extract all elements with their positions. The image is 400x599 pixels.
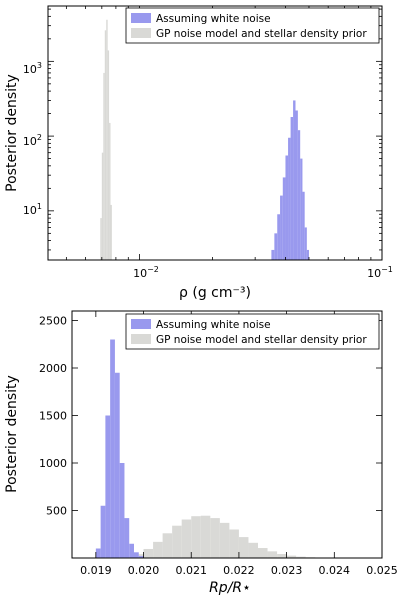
bottom-bar-series0-8 — [134, 552, 139, 558]
bottom-bar-series1-19 — [296, 556, 306, 558]
bottom-xtick-label-4: 0.023 — [271, 564, 303, 577]
bottom-bar-series1-14 — [248, 542, 258, 558]
top-bar-series1-0 — [100, 218, 102, 260]
bottom-ytick-label-1: 1000 — [39, 457, 67, 470]
bottom-bar-series1-9 — [200, 515, 211, 558]
top-legend-swatch-white-noise — [131, 13, 151, 23]
top-xtick-label-1: 10−1 — [367, 265, 393, 280]
bottom-bar-series0-6 — [124, 518, 130, 558]
bottom-y-axis-label: Posterior density — [4, 375, 20, 493]
top-plot-area — [48, 6, 382, 260]
bottom-ytick-label-0: 500 — [46, 505, 67, 518]
bottom-xtick-label-0: 0.019 — [80, 564, 112, 577]
bottom-bar-series0-2 — [105, 415, 111, 558]
top-bar-series0-4 — [282, 177, 286, 260]
bottom-plot-frame — [71, 310, 383, 559]
bottom-xtick-label-6: 0.025 — [366, 564, 398, 577]
bottom-bar-series1-6 — [172, 525, 182, 558]
bottom-xtick-labels: 0.019 0.020 0.021 0.022 0.023 0.024 0.025 — [80, 564, 398, 577]
top-bar-series0-6 — [288, 137, 291, 260]
bottom-legend-label-white-noise: Assuming white noise — [156, 319, 271, 331]
bottom-ytick-labels: 500 1000 1500 2000 2500 — [39, 315, 67, 518]
top-bar-series0-0 — [271, 249, 275, 260]
top-bar-series0-13 — [304, 227, 307, 260]
top-bar-series0-7 — [290, 117, 294, 260]
top-plot-frame — [47, 5, 383, 261]
bottom-bar-series0-7 — [129, 543, 134, 558]
bottom-bar-series0-0 — [95, 548, 101, 558]
top-bar-series0-3 — [280, 195, 283, 260]
bottom-bar-series0-3 — [110, 339, 115, 558]
bottom-bar-series1-4 — [153, 541, 163, 558]
top-bar-series1-2 — [103, 72, 105, 260]
bottom-bar-series1-15 — [258, 548, 268, 558]
bottom-bar-series1-3 — [143, 548, 154, 558]
bottom-x-axis-label: Rp/R⋆ — [209, 580, 251, 596]
top-bar-series0-14 — [306, 249, 309, 260]
bottom-bar-series1-16 — [267, 551, 278, 558]
bottom-bar-series1-13 — [238, 537, 249, 558]
bottom-bar-series0-9 — [138, 556, 144, 558]
top-x-axis-label: ρ (g cm⁻³) — [179, 285, 251, 301]
top-bar-series1-4 — [106, 19, 108, 260]
top-bar-series0-9 — [295, 110, 298, 260]
bottom-bar-series1-5 — [162, 533, 173, 558]
bottom-xtick-label-2: 0.021 — [175, 564, 207, 577]
top-bar-series1-3 — [104, 30, 107, 260]
top-legend: Assuming white noise GP noise model and … — [125, 7, 380, 44]
top-xtick-label-0: 10−2 — [133, 265, 159, 280]
bottom-bar-series1-8 — [191, 516, 201, 558]
bottom-xtick-label-5: 0.024 — [319, 564, 351, 577]
bottom-bar-series0-4 — [114, 372, 120, 558]
top-ytick-label-2: 103 — [23, 61, 42, 76]
top-bar-series0-2 — [277, 214, 281, 260]
bottom-legend: Assuming white noise GP noise model and … — [125, 313, 380, 350]
top-legend-swatch-gp — [131, 28, 151, 38]
bottom-legend-swatch-white-noise — [131, 319, 151, 329]
bottom-bar-series1-11 — [219, 522, 230, 558]
top-legend-box — [125, 7, 380, 44]
top-bar-series0-8 — [293, 100, 296, 260]
bottom-legend-box — [125, 313, 380, 350]
bottom-bar-series1-10 — [210, 518, 220, 558]
top-panel: 10−2 10−1 101 102 103 ρ (g cm⁻³) Posteri… — [4, 5, 393, 301]
bottom-bar-series1-18 — [286, 555, 297, 558]
top-bar-series1-5 — [107, 50, 110, 260]
top-bar-series1-1 — [101, 152, 104, 260]
top-bar-series1-6 — [109, 122, 111, 260]
top-ytick-label-0: 101 — [23, 202, 42, 217]
bottom-xtick-label-3: 0.022 — [223, 564, 255, 577]
bottom-bar-series1-7 — [181, 519, 192, 558]
top-bar-series0-5 — [285, 155, 289, 260]
bottom-panel: 0.019 0.020 0.021 0.022 0.023 0.024 0.025 500 1… — [4, 310, 398, 596]
top-bar-series0-11 — [300, 158, 303, 260]
bottom-bar-series1-17 — [277, 554, 287, 558]
bottom-histograms — [95, 339, 344, 558]
top-legend-label-gp: GP noise model and stellar density prior — [156, 28, 367, 40]
bottom-ytick-label-3: 2000 — [39, 362, 67, 375]
top-bar-series0-1 — [274, 233, 278, 260]
bottom-legend-label-gp: GP noise model and stellar density prior — [156, 334, 367, 346]
bottom-ytick-label-4: 2500 — [39, 315, 67, 328]
top-bar-series0-12 — [302, 191, 305, 260]
top-y-axis-label: Posterior density — [4, 74, 20, 192]
top-bar-series0-10 — [297, 130, 301, 260]
bottom-legend-swatch-gp — [131, 334, 151, 344]
top-histograms — [100, 19, 309, 260]
top-legend-label-white-noise: Assuming white noise — [156, 13, 271, 25]
bottom-bar-series1-12 — [229, 529, 239, 558]
top-bar-series1-7 — [110, 204, 112, 260]
bottom-bar-series0-5 — [119, 463, 125, 558]
top-ytick-label-1: 102 — [23, 133, 42, 148]
bottom-ytick-label-2: 1500 — [39, 410, 67, 423]
bottom-bar-series0-1 — [100, 505, 106, 558]
bottom-xtick-label-1: 0.020 — [128, 564, 160, 577]
